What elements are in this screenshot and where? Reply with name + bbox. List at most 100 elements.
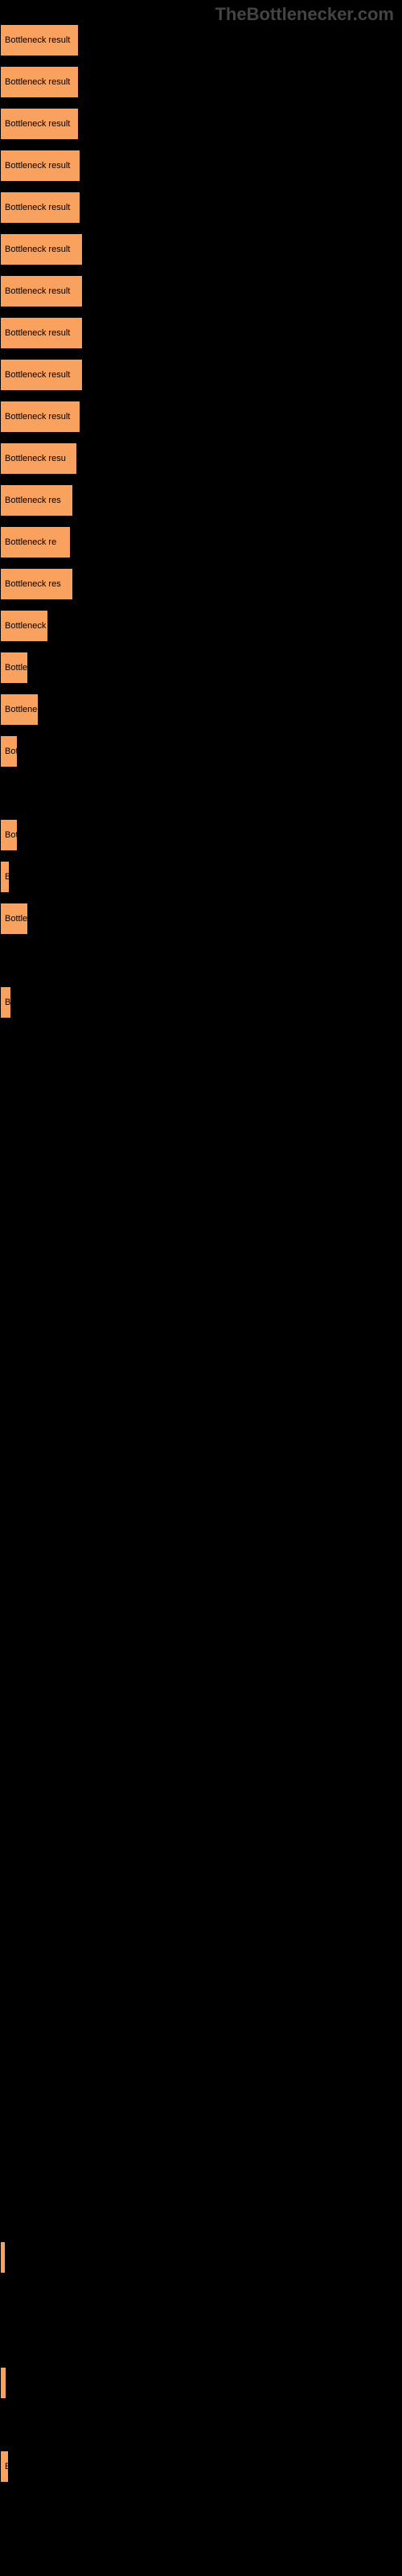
bar: Bottleneck result — [0, 108, 79, 140]
bar-row — [0, 1195, 402, 1237]
bar-row: Bottleneck result — [0, 108, 402, 150]
bar-row: Bot — [0, 735, 402, 777]
bar-row — [0, 1363, 402, 1405]
bar-label: Bottleneck result — [5, 245, 70, 254]
bar-row: E — [0, 2450, 402, 2492]
bar-label: Bottleneck result — [5, 77, 70, 87]
bar-label: Bottleneck res — [5, 579, 61, 589]
bar-row — [0, 1697, 402, 1739]
bar-row — [0, 1446, 402, 1488]
bar-row — [0, 1154, 402, 1195]
bar: Bottleneck result — [0, 359, 83, 391]
bar-row — [0, 1321, 402, 1363]
bar: Bottleneck result — [0, 233, 83, 265]
bar-row — [0, 2116, 402, 2158]
bar-label: Bottleneck — [5, 621, 46, 631]
bar-row — [0, 1112, 402, 1154]
bar-label: Bc — [5, 998, 11, 1007]
bar-row: Bottleneck result — [0, 359, 402, 401]
bar-row: Bottleneck res — [0, 484, 402, 526]
bar-label: Bottleneck result — [5, 203, 70, 212]
bar-row — [0, 1530, 402, 1572]
bar-row — [0, 1865, 402, 1907]
bar-row — [0, 1405, 402, 1446]
bar: Bot — [0, 819, 18, 851]
bar-chart: Bottleneck result Bottleneck result Bottle… — [0, 0, 402, 2576]
bar-row — [0, 2283, 402, 2325]
bar-row — [0, 2074, 402, 2116]
bar: Bottleneck result — [0, 401, 80, 433]
bar-label: B — [5, 872, 10, 882]
bar-row: Bottleneck resu — [0, 442, 402, 484]
bar-label: Bottleneck re — [5, 537, 56, 547]
bar-row: Bottleneck result — [0, 66, 402, 108]
bar-label: Bottleneck resu — [5, 454, 66, 463]
bar-label: Bottleneck result — [5, 412, 70, 422]
bar-row — [0, 2241, 402, 2283]
bar-row — [0, 1488, 402, 1530]
bar: Bottleneck result — [0, 150, 80, 182]
bar-label: Bottlene — [5, 705, 37, 714]
bar-row — [0, 1572, 402, 1614]
bar-row: Bottleneck result — [0, 317, 402, 359]
bar-row — [0, 1279, 402, 1321]
bar-row: Bottleneck result — [0, 401, 402, 442]
bar-row: B — [0, 861, 402, 903]
bar-row: Bottleneck result — [0, 150, 402, 191]
bar — [0, 2241, 6, 2274]
bar-row — [0, 1739, 402, 1781]
bar-row — [0, 2409, 402, 2450]
bar-label: Bottle — [5, 914, 27, 924]
bar-row: Bottleneck result — [0, 275, 402, 317]
bar: Bottlene — [0, 693, 39, 726]
bar: Bottle — [0, 903, 28, 935]
bar: Bottleneck result — [0, 191, 80, 224]
bar: Bottleneck re — [0, 526, 71, 558]
bar-row — [0, 1070, 402, 1112]
bar-row — [0, 2367, 402, 2409]
bar: Bottleneck result — [0, 317, 83, 349]
bar — [0, 2367, 6, 2399]
bar-row — [0, 2492, 402, 2534]
bar: E — [0, 2450, 9, 2483]
bar-row — [0, 1656, 402, 1697]
bar: Bottleneck — [0, 610, 48, 642]
bar-label: Bottleneck result — [5, 119, 70, 129]
bar-label: Bot — [5, 830, 18, 840]
bar: Bottleneck result — [0, 275, 83, 307]
bar-row — [0, 1237, 402, 1279]
bar-row — [0, 2032, 402, 2074]
bar-row — [0, 2325, 402, 2367]
bar-row: Bottlene — [0, 693, 402, 735]
bar: Bottleneck result — [0, 66, 79, 98]
bar: Bot — [0, 735, 18, 767]
bar: B — [0, 861, 10, 893]
bar: Bc — [0, 986, 11, 1018]
bar-row: Bottle — [0, 652, 402, 693]
bar-row: Bottleneck result — [0, 24, 402, 66]
bar-row — [0, 2158, 402, 2199]
bar-row — [0, 1823, 402, 1865]
watermark-text: TheBottlenecker.com — [215, 4, 394, 25]
bar: Bottleneck res — [0, 484, 73, 516]
bar-row: Bottleneck result — [0, 191, 402, 233]
bar-label: Bottleneck result — [5, 370, 70, 380]
bar-row: Bottleneck re — [0, 526, 402, 568]
bar-row: Bottleneck res — [0, 568, 402, 610]
bar-row: Bc — [0, 986, 402, 1028]
bar-label: Bottleneck result — [5, 35, 70, 45]
bar: Bottleneck result — [0, 24, 79, 56]
bar-label: Bottle — [5, 663, 27, 673]
bar-row — [0, 1907, 402, 1948]
bar-row — [0, 1990, 402, 2032]
bar-row — [0, 1781, 402, 1823]
bar: Bottleneck res — [0, 568, 73, 600]
bar-row: Bot — [0, 819, 402, 861]
bar-row — [0, 2534, 402, 2576]
bar-row — [0, 777, 402, 819]
bar-label: Bottleneck result — [5, 328, 70, 338]
bar-label: Bottleneck result — [5, 161, 70, 171]
bar-label: Bottleneck res — [5, 496, 61, 505]
bar-row — [0, 1028, 402, 1070]
bar-label: Bot — [5, 747, 18, 756]
